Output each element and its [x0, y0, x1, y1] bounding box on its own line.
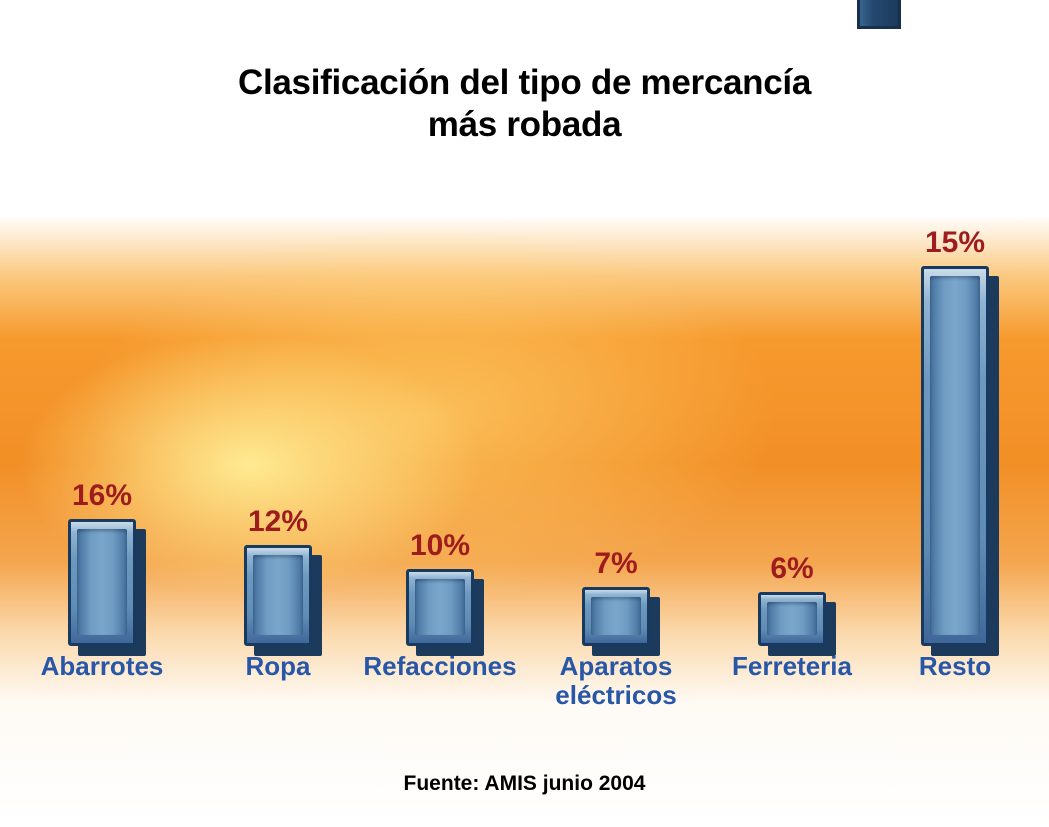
value-label: 16%: [71, 479, 133, 512]
bar-5: [921, 266, 989, 646]
chart-title: Clasificación del tipo de mercancía más …: [0, 62, 1049, 146]
value-label: 6%: [770, 552, 814, 585]
bar-4: [758, 592, 826, 646]
bar-1: [244, 545, 312, 646]
category-label: Refacciones: [363, 651, 517, 681]
category-label: Aparatos eléctricos: [555, 651, 677, 711]
bar-0: [68, 519, 136, 646]
category-label: Abarrotes: [40, 651, 164, 681]
value-label: 12%: [247, 505, 309, 538]
category-label: Ropa: [245, 651, 311, 681]
value-label: 7%: [594, 547, 638, 580]
chart-title-line1: Clasificación del tipo de mercancía: [237, 63, 812, 102]
bar-3: [582, 587, 650, 646]
value-label: 15%: [924, 226, 986, 259]
category-label: Ferreteria: [732, 651, 852, 681]
bar-2: [406, 569, 474, 646]
source-note: Fuente: AMIS junio 2004: [403, 772, 646, 795]
value-label: 10%: [409, 529, 471, 562]
category-label: Resto: [918, 651, 992, 681]
chart-title-line2: más robada: [427, 105, 622, 144]
top-edge-bar-fragment: [857, 0, 901, 29]
